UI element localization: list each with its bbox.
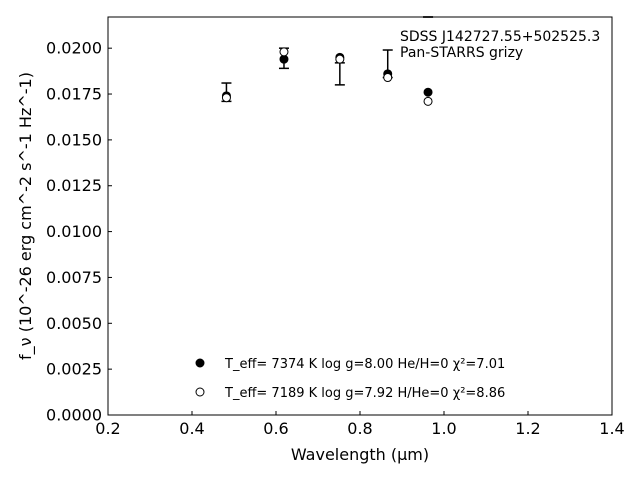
open-point	[383, 73, 393, 83]
y-tick-label: 0.0200	[46, 39, 102, 58]
legend-open-marker	[195, 387, 205, 397]
plot-frame	[107, 16, 613, 416]
legend: T_eff= 7374 K log g=8.00 He/H=0 χ²=7.01 T…	[195, 357, 505, 401]
y-tick-label: 0.0150	[46, 130, 102, 149]
data-layer	[221, 16, 434, 106]
x-tick-label: 1.0	[431, 419, 456, 438]
x-tick-label: 0.8	[347, 419, 372, 438]
y-tick-label: 0.0100	[46, 222, 102, 241]
x-tick-label: 0.6	[263, 419, 288, 438]
x-tick-label: 1.2	[515, 419, 540, 438]
open-point	[423, 96, 433, 106]
y-tick-label: 0.0175	[46, 85, 102, 104]
y-tick-label: 0.0000	[46, 406, 102, 425]
legend-entry: T_eff= 7189 K log g=7.92 H/He=0 χ²=8.86	[224, 386, 505, 401]
y-tick-label: 0.0025	[46, 360, 102, 379]
open-point	[221, 93, 231, 103]
y-axis-label: f_ν (10^-26 erg cm^-2 s^-1 Hz^-1)	[16, 72, 36, 360]
y-tick-label: 0.0075	[46, 268, 102, 287]
ticks-layer: 0.2 0.4 0.6 0.8 1.0 1.2 1.4 0.0000 0.0025 0.0050 0…	[46, 39, 625, 438]
filled-point	[423, 87, 433, 97]
x-tick-label: 0.4	[179, 419, 204, 438]
annotation-line-2: Pan-STARRS grizy	[400, 45, 523, 61]
legend-filled-marker	[195, 358, 205, 368]
x-tick-label: 0.2	[95, 419, 120, 438]
annotation-line-1: SDSS J142727.55+502525.3	[400, 29, 600, 45]
open-point	[279, 47, 289, 57]
y-tick-label: 0.0125	[46, 176, 102, 195]
x-tick-label: 1.4	[599, 419, 624, 438]
open-point	[335, 54, 345, 64]
legend-entry: T_eff= 7374 K log g=8.00 He/H=0 χ²=7.01	[224, 357, 505, 372]
y-tick-label: 0.0050	[46, 314, 102, 333]
x-axis-label: Wavelength (μm)	[291, 445, 429, 464]
filled-point	[279, 54, 289, 64]
